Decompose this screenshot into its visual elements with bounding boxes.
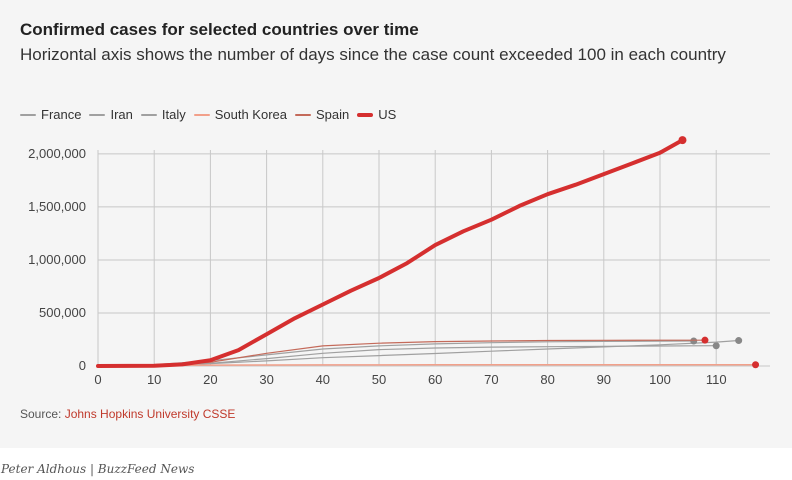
legend-label: Iran (110, 107, 133, 122)
legend-swatch (140, 113, 157, 116)
x-tick-label: 70 (484, 372, 498, 387)
legend-item-italy: Italy (140, 107, 186, 122)
x-tick-label: 50 (372, 372, 386, 387)
legend-swatch (89, 113, 106, 116)
series-endpoint-italy (690, 337, 698, 345)
legend-label: US (378, 107, 397, 122)
chart-title: Confirmed cases for selected countries o… (20, 20, 419, 39)
series-endpoint-spain (701, 336, 709, 344)
legend-label: South Korea (214, 107, 287, 122)
x-tick-label: 10 (147, 372, 161, 387)
x-tick-label: 110 (706, 372, 727, 387)
legend-label: France (41, 107, 82, 122)
series-line-us (96, 138, 685, 368)
source-label: Source: (20, 407, 65, 421)
x-tick-label: 100 (649, 372, 671, 387)
credit-line: Peter Aldhous | BuzzFeed News (1, 462, 195, 476)
series-endpoint-france (712, 342, 720, 350)
series-endpoint-iran (735, 337, 743, 345)
source-note: Source: Johns Hopkins University CSSE (20, 407, 235, 421)
series-line-south-korea (97, 363, 757, 367)
x-tick-label: 60 (428, 372, 442, 387)
y-tick-label: 0 (79, 358, 86, 373)
x-tick-label: 20 (203, 372, 217, 387)
legend-label: Italy (161, 107, 186, 122)
legend-swatch (357, 112, 374, 117)
series-endpoint-south-korea (752, 361, 760, 369)
legend-item-spain: Spain (295, 107, 349, 122)
legend-item-us: US (357, 107, 396, 122)
y-tick-label: 1,000,000 (28, 252, 86, 267)
line-chart: 0 500,000 1,000,000 1,500,000 2,000,000 0 10 20… (28, 136, 770, 387)
y-tick-label: 1,500,000 (28, 199, 86, 214)
source-link[interactable]: Johns Hopkins University CSSE (64, 407, 236, 421)
x-tick-label: 40 (316, 372, 330, 387)
x-tick-label: 80 (540, 372, 554, 387)
x-tick-label: 30 (259, 372, 273, 387)
legend: France Iran Italy South Korea Spain US (20, 107, 404, 122)
legend-swatch (20, 113, 36, 116)
chart-subtitle: Horizontal axis shows the number of days… (20, 45, 726, 64)
y-tick-label: 2,000,000 (28, 146, 86, 161)
x-tick-label: 90 (597, 372, 611, 387)
legend-item-south-korea: South Korea (193, 107, 287, 122)
legend-swatch (193, 113, 210, 116)
x-tick-label: 0 (94, 372, 101, 387)
series-endpoint-us (678, 136, 687, 145)
legend-label: Spain (316, 107, 350, 122)
legend-item-france: France (20, 107, 81, 122)
legend-swatch (295, 113, 311, 116)
y-tick-label: 500,000 (39, 305, 86, 320)
series-line-iran (97, 339, 740, 367)
legend-item-iran: Iran (89, 107, 133, 122)
